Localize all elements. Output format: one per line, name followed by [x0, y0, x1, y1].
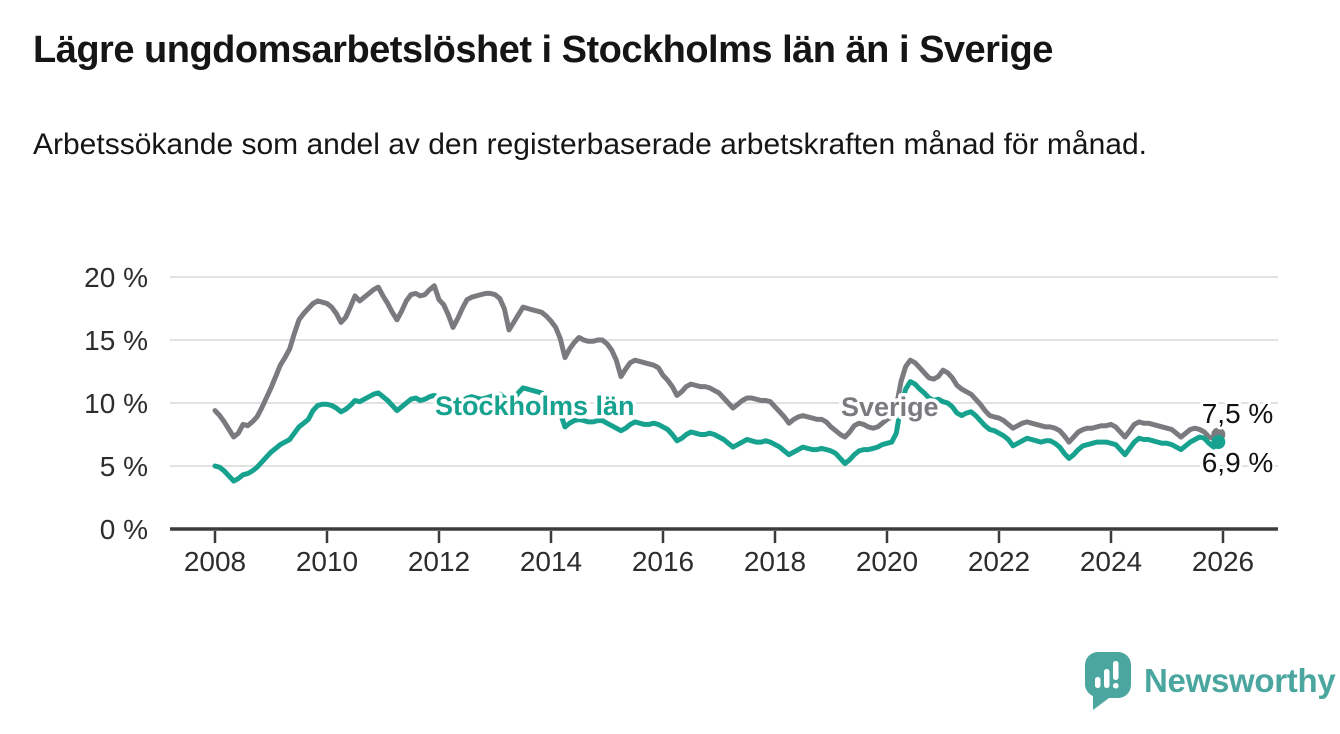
x-axis-label: 2014	[520, 546, 582, 577]
end-value-label-stockholms-l-n: 6,9 %	[1202, 447, 1274, 478]
series-label-stockholms-l-n: Stockholms län	[435, 391, 635, 421]
x-axis-label: 2010	[296, 546, 358, 577]
x-axis-label: 2018	[744, 546, 806, 577]
newsworthy-logo-icon	[1085, 651, 1131, 710]
end-value-label-sverige: 7,5 %	[1202, 398, 1274, 429]
series-line-stockholms-l-n	[212, 379, 1221, 484]
brand-wordmark: Newsworthy	[1144, 662, 1336, 699]
series-label-sverige: Sverige	[841, 392, 939, 422]
y-axis-label: 0 %	[100, 514, 148, 545]
x-axis-label: 2026	[1192, 546, 1254, 577]
logo-bar-chart-glyph	[1095, 660, 1119, 688]
branding: Newsworthy	[1085, 650, 1336, 712]
y-axis-label: 20 %	[84, 262, 148, 293]
x-axis-label: 2022	[968, 546, 1030, 577]
x-axis-label: 2020	[856, 546, 918, 577]
x-axis-label: 2012	[408, 546, 470, 577]
x-axis-label: 2024	[1080, 546, 1142, 577]
y-axis-label: 10 %	[84, 388, 148, 419]
y-axis-label: 15 %	[84, 325, 148, 356]
y-axis-label: 5 %	[100, 451, 148, 482]
series-endpoint-dot-stockholms-l-n	[1211, 435, 1226, 450]
page-title: Lägre ungdomsarbetslöshet i Stockholms l…	[33, 29, 1053, 71]
x-axis-label: 2016	[632, 546, 694, 577]
page-subtitle: Arbetssökande som andel av den registerb…	[33, 128, 1147, 161]
series-line-sverige	[212, 283, 1221, 445]
x-axis-label: 2008	[184, 546, 246, 577]
